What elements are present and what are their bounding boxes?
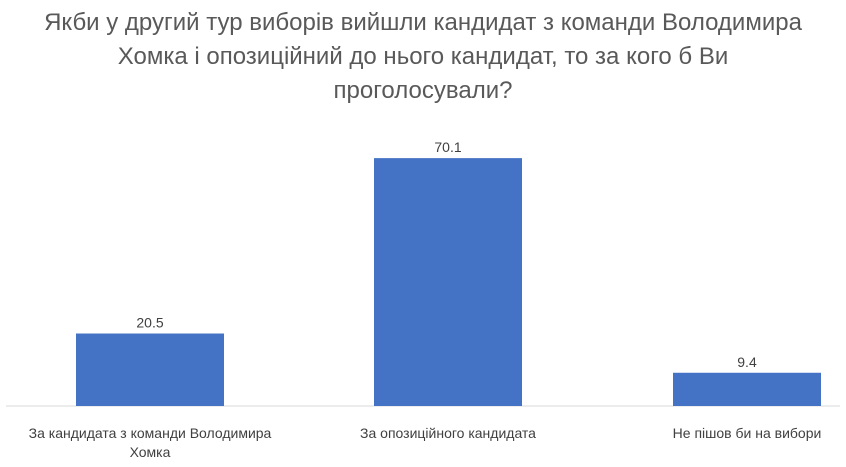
category-label-3: Не пішов би на вибори (673, 425, 822, 441)
category-label-1: За кандидата з команди Володимира Хомка (29, 425, 272, 460)
data-label-1: 20.5 (136, 315, 163, 331)
bars-group (76, 158, 821, 406)
bar-1 (76, 333, 224, 406)
chart-title: Якби у другий тур виборів вийшли кандида… (44, 9, 802, 104)
category-labels-group: За кандидата з команди Володимира Хомка За… (29, 425, 822, 460)
category-label-2: За опозиційного кандидата (360, 425, 536, 441)
bar-3 (673, 372, 821, 406)
data-label-2: 70.1 (434, 139, 461, 155)
data-labels-group: 20.5 70.1 9.4 (136, 139, 757, 370)
data-label-3: 9.4 (737, 354, 757, 370)
bar-2 (374, 158, 522, 406)
